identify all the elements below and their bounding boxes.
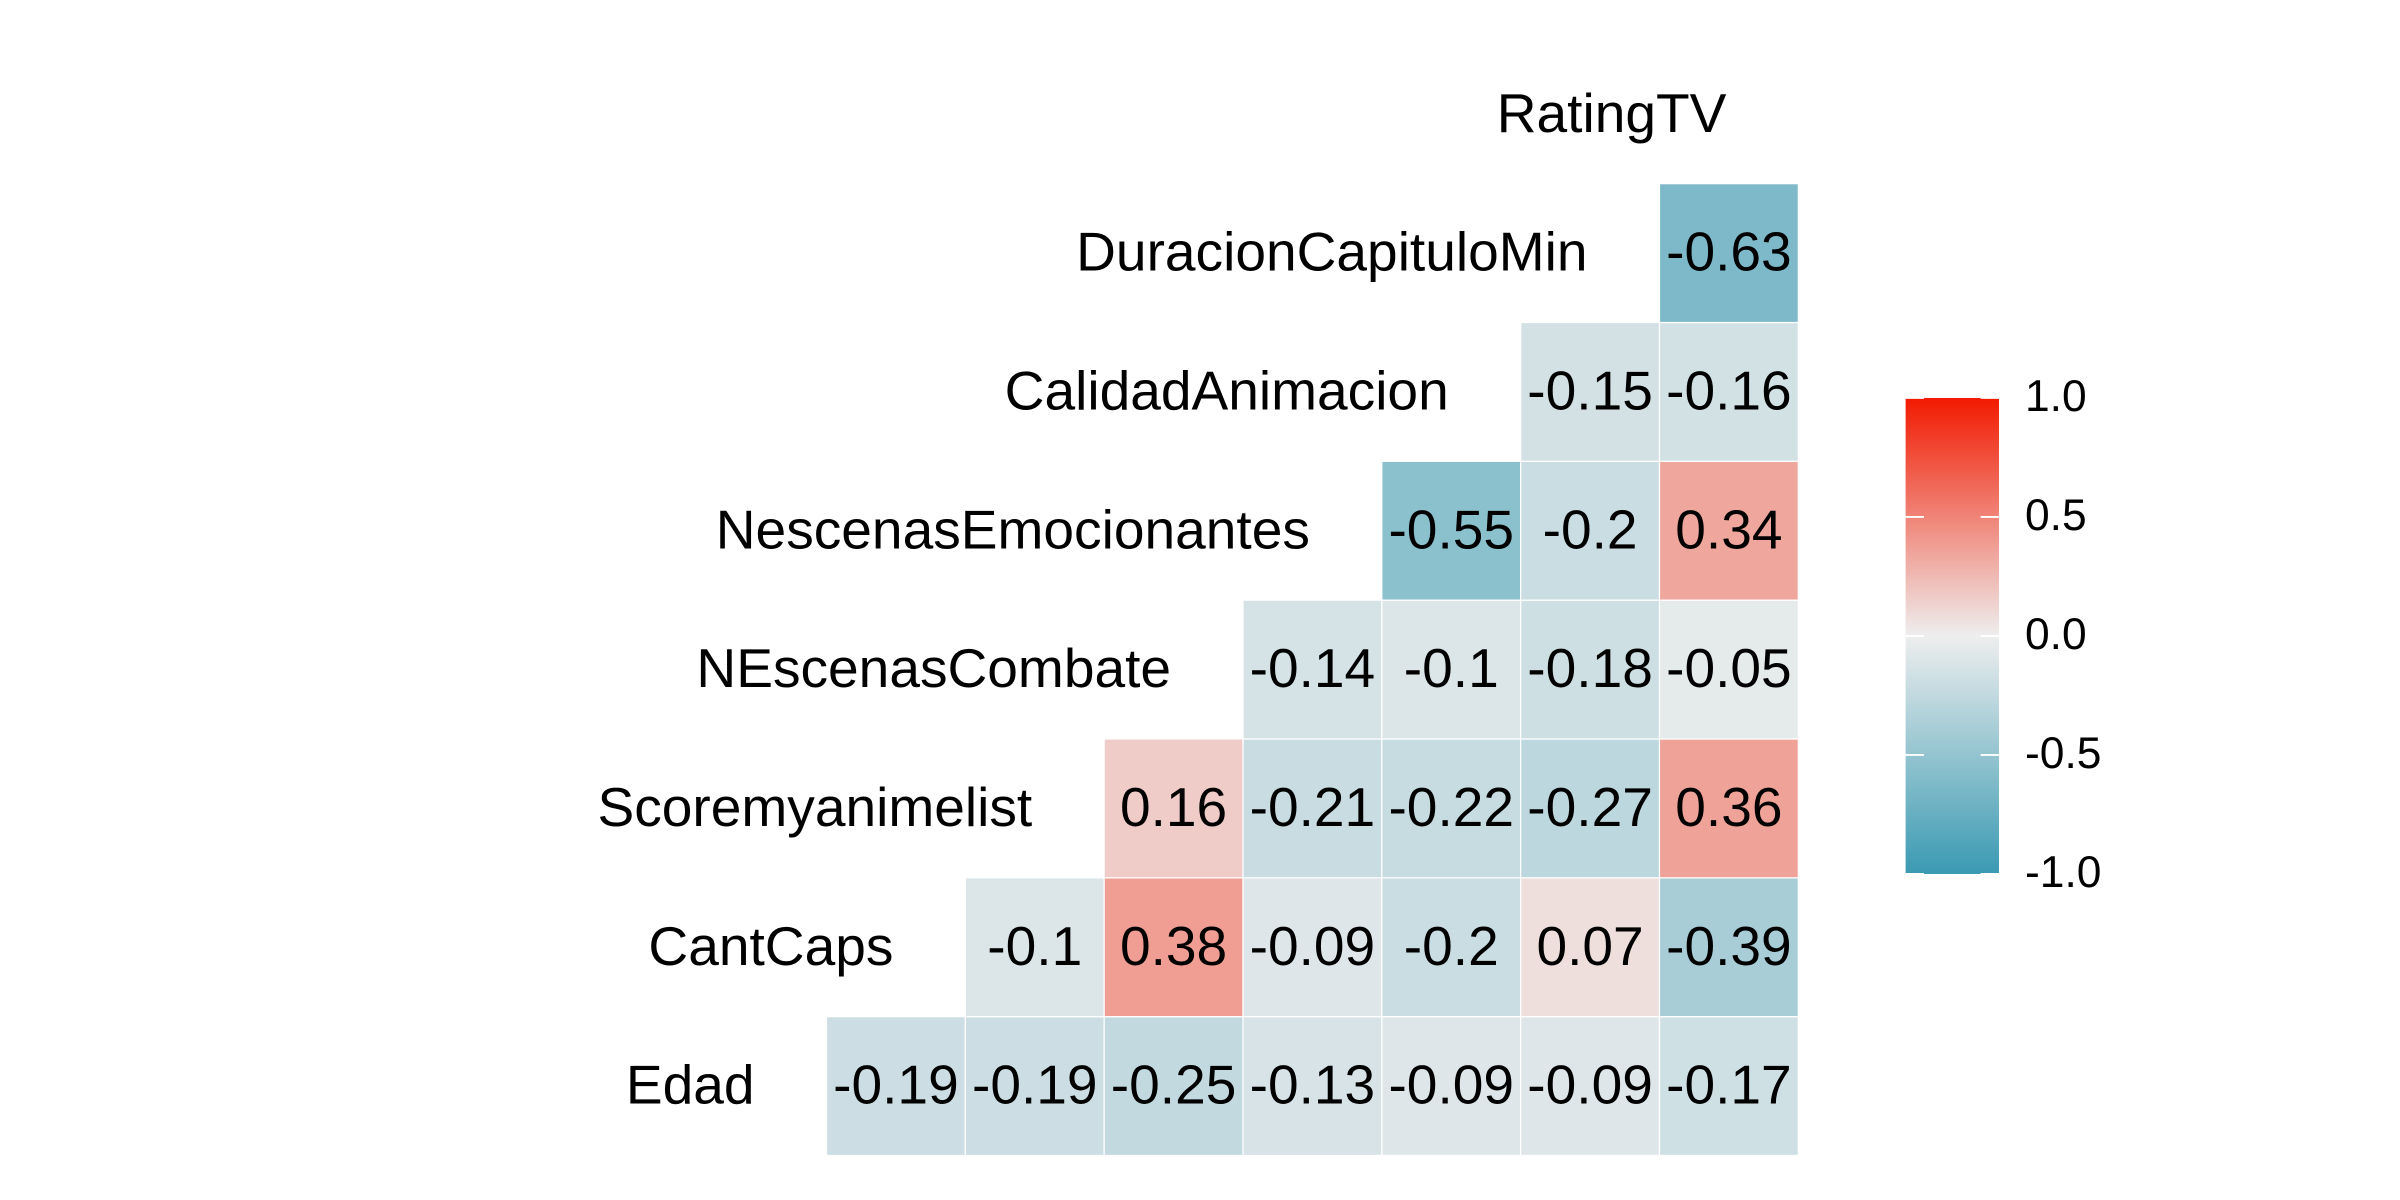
cell-label: 0.38	[1120, 915, 1227, 977]
heatmap-cell	[1520, 877, 1661, 1018]
cell-label: -0.09	[1388, 1054, 1514, 1116]
cell-label: -0.27	[1527, 776, 1653, 838]
cell-label: -0.17	[1666, 1054, 1792, 1116]
cell-label: -0.39	[1666, 915, 1792, 977]
cell-label: -0.09	[1527, 1054, 1653, 1116]
variable-label: Edad	[626, 1054, 755, 1116]
cell-label: -0.13	[1250, 1054, 1376, 1116]
cell-label: -0.14	[1250, 637, 1376, 699]
variable-label: CalidadAnimacion	[1005, 360, 1449, 422]
legend-tick-label: -1.0	[2025, 848, 2101, 897]
variable-label: CantCaps	[648, 915, 893, 977]
cell-label: -0.2	[1404, 915, 1499, 977]
heatmap-cell	[1658, 1016, 1799, 1157]
cell-label: -0.55	[1388, 498, 1514, 560]
heatmap-cell	[1242, 1016, 1383, 1157]
cell-label: -0.2	[1543, 498, 1638, 560]
cell-label: -0.19	[972, 1054, 1098, 1116]
heatmap-cell	[1520, 738, 1661, 879]
cell-label: -0.1	[987, 915, 1082, 977]
variable-label: DuracionCapituloMin	[1076, 221, 1587, 283]
heatmap-cell	[1381, 599, 1522, 740]
variable-label: NescenasEmocionantes	[716, 498, 1310, 560]
cell-label: -0.19	[833, 1054, 959, 1116]
cell-label: -0.21	[1250, 776, 1376, 838]
variable-label: Scoremyanimelist	[597, 776, 1032, 838]
cell-label: -0.05	[1666, 637, 1792, 699]
heatmap-cell	[1520, 599, 1661, 740]
heatmap-cell	[964, 877, 1105, 1018]
cell-label: -0.18	[1527, 637, 1653, 699]
cell-label: -0.16	[1666, 360, 1792, 422]
legend-tick-label: -0.5	[2025, 729, 2101, 778]
heatmap-cell	[1658, 460, 1799, 601]
heatmap-cell	[1658, 877, 1799, 1018]
cell-label: 0.34	[1675, 498, 1782, 560]
cell-label: 0.36	[1675, 776, 1782, 838]
cell-label: -0.25	[1111, 1054, 1237, 1116]
heatmap-cell	[1242, 599, 1383, 740]
cell-label: -0.63	[1666, 221, 1792, 283]
legend-tick-label: 0.5	[2025, 491, 2087, 540]
cell-label: -0.22	[1388, 776, 1514, 838]
cell-label: -0.15	[1527, 360, 1653, 422]
variable-label: RatingTV	[1497, 82, 1727, 144]
heatmap-cell	[1658, 183, 1799, 324]
legend-tick-label: 1.0	[2025, 372, 2087, 421]
heatmap-cell	[825, 1016, 966, 1157]
heatmap-cell	[1520, 1016, 1661, 1157]
cell-label: -0.1	[1404, 637, 1499, 699]
heatmap-cell	[1103, 1016, 1244, 1157]
variable-label: NEscenasCombate	[696, 637, 1171, 699]
heatmap-cell	[1381, 877, 1522, 1018]
heatmap-cell	[1242, 877, 1383, 1018]
heatmap-cell	[1242, 738, 1383, 879]
heatmap-cell	[1103, 877, 1244, 1018]
heatmap-cell	[1520, 321, 1661, 462]
cell-label: 0.07	[1536, 915, 1643, 977]
heatmap-cell	[1658, 599, 1799, 740]
heatmap-cell	[1381, 460, 1522, 601]
cell-label: -0.09	[1250, 915, 1376, 977]
heatmap-cell	[1520, 460, 1661, 601]
heatmap-cell	[1658, 738, 1799, 879]
legend-tick-label: 0.0	[2025, 610, 2087, 659]
heatmap-cell	[1103, 738, 1244, 879]
heatmap-cell	[1381, 738, 1522, 879]
heatmap-cell	[1381, 1016, 1522, 1157]
cell-label: 0.16	[1120, 776, 1227, 838]
